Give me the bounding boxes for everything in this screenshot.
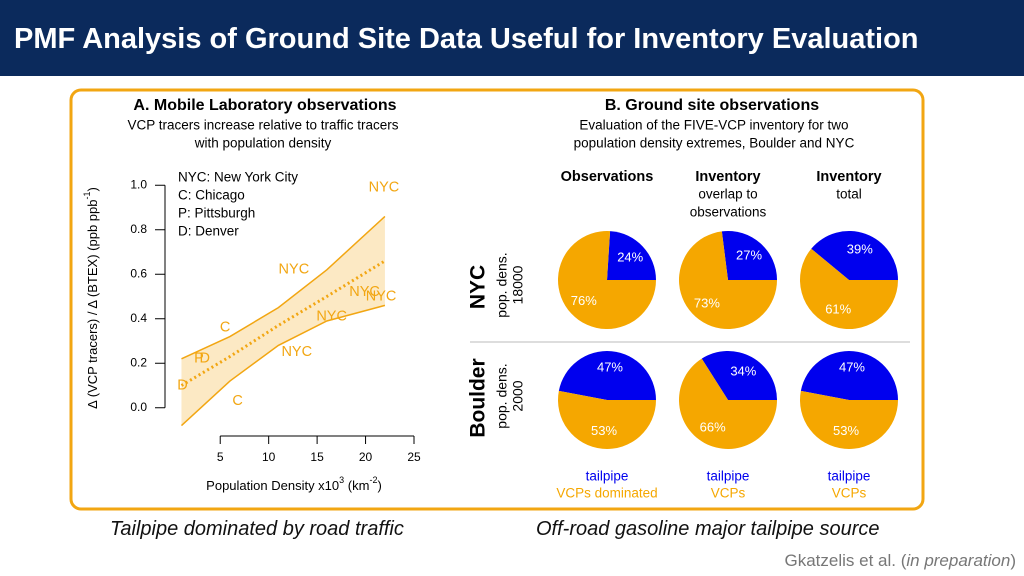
column-header: total xyxy=(836,187,862,202)
y-label-text: Δ (VCP tracers) / Δ (BTEX) (ppb ppb xyxy=(85,200,100,409)
pie-value-label: 27% xyxy=(736,248,762,263)
pie-slice xyxy=(558,351,656,400)
y-tick-label: 0.8 xyxy=(130,222,147,236)
pie-value-label: 66% xyxy=(700,419,726,434)
citation: Gkatzelis et al. (in preparation) xyxy=(784,551,1016,571)
x-label-text: (km xyxy=(344,478,369,493)
x-tick-label: 10 xyxy=(262,450,276,464)
y-label-text: ) xyxy=(85,187,100,191)
column-header: Inventory xyxy=(695,169,760,185)
y-tick-label: 0.2 xyxy=(130,355,147,369)
x-tick-label: 25 xyxy=(407,450,421,464)
panel-frame xyxy=(69,88,925,511)
point: P xyxy=(194,351,204,367)
point: D xyxy=(199,351,209,367)
panel-b-subtitle: population density extremes, Boulder and… xyxy=(574,136,855,151)
pie-slice xyxy=(811,230,898,280)
pie-value-label: 76% xyxy=(571,293,597,308)
row-label: NYC xyxy=(467,265,490,309)
legend-label: tailpipe xyxy=(828,469,871,484)
panel-a-subtitle: VCP tracers increase relative to traffic… xyxy=(127,118,398,133)
x-axis-label: Population Density x103 (km-2) xyxy=(206,475,382,493)
y-label-sup: -1 xyxy=(82,192,92,200)
pie-value-label: 47% xyxy=(597,360,623,375)
pie-value-label: 73% xyxy=(694,295,720,310)
point: NYC xyxy=(281,344,312,360)
caption: Tailpipe dominated by road traffic xyxy=(110,518,404,540)
row-sublabel: pop. dens. xyxy=(494,363,510,428)
pie-value-label: 53% xyxy=(833,423,859,438)
row-sublabel: 2000 xyxy=(510,380,526,411)
panel-a-title: A. Mobile Laboratory observations xyxy=(133,97,396,114)
legend-label: VCPs dominated xyxy=(556,486,657,501)
citation-text: ) xyxy=(1010,551,1016,570)
pie-value-label: 61% xyxy=(825,301,851,316)
point: C xyxy=(220,319,230,335)
y-tick-label: 0.4 xyxy=(130,311,147,325)
point: NYC xyxy=(349,284,380,300)
key-entry: D: Denver xyxy=(178,224,239,239)
band-lower xyxy=(180,304,386,427)
pie-slice xyxy=(799,248,898,329)
caption: Off-road gasoline major tailpipe source xyxy=(536,518,880,540)
pie-value-label: 53% xyxy=(591,423,617,438)
point: NYC xyxy=(366,288,397,304)
pie-slice xyxy=(679,231,777,329)
legend-label: tailpipe xyxy=(707,469,750,484)
column-header: Inventory xyxy=(816,169,881,185)
citation-text: Gkatzelis et al. ( xyxy=(784,551,907,570)
y-axis-label: Δ (VCP tracers) / Δ (BTEX) (ppb ppb-1) xyxy=(82,187,100,409)
citation-italic: in preparation xyxy=(906,551,1011,570)
legend-label: VCPs xyxy=(711,486,746,501)
x-tick-label: 15 xyxy=(310,450,324,464)
x-label-sup: 3 xyxy=(339,475,344,485)
key-entry: C: Chicago xyxy=(178,188,245,203)
key-entry: NYC: New York City xyxy=(178,170,298,185)
pie-slice xyxy=(557,390,656,450)
x-label-text: Population Density x10 xyxy=(206,478,339,493)
column-header: observations xyxy=(690,205,767,220)
pie-slice xyxy=(800,390,898,449)
y-tick-label: 1.0 xyxy=(130,177,147,191)
point: NYC xyxy=(316,308,347,324)
pie-slice xyxy=(679,358,777,449)
panel-b-subtitle: Evaluation of the FIVE-VCP inventory for… xyxy=(579,118,848,133)
x-label-text: ) xyxy=(377,478,381,493)
pie-value-label: 24% xyxy=(617,250,643,265)
key-entry: P: Pittsburgh xyxy=(178,206,255,221)
pie-slice xyxy=(607,231,656,280)
point: C xyxy=(232,393,242,409)
column-header: overlap to xyxy=(698,187,757,202)
y-tick-label: 0.0 xyxy=(130,400,147,414)
x-tick-label: 20 xyxy=(359,450,373,464)
pie-slice xyxy=(557,231,656,329)
y-tick-label: 0.6 xyxy=(130,266,147,280)
row-label: Boulder xyxy=(467,358,490,437)
pie-slice xyxy=(800,350,898,400)
x-tick-label: 5 xyxy=(217,450,224,464)
row-sublabel: pop. dens. xyxy=(494,252,510,317)
point: D xyxy=(177,377,187,393)
panel-b-title: B. Ground site observations xyxy=(605,97,819,114)
legend-label: tailpipe xyxy=(586,469,629,484)
pie-value-label: 39% xyxy=(847,241,873,256)
row-sublabel: 18000 xyxy=(510,265,526,304)
slide-title: PMF Analysis of Ground Site Data Useful … xyxy=(0,0,1024,76)
pie-slice xyxy=(721,231,777,280)
pie-value-label: 34% xyxy=(730,364,756,379)
point: NYC xyxy=(369,179,400,195)
band-upper xyxy=(181,215,386,360)
column-header: Observations xyxy=(561,169,654,185)
panel-a-subtitle: with population density xyxy=(194,136,332,151)
pie-slice xyxy=(701,350,777,400)
legend-label: VCPs xyxy=(832,486,867,501)
point: NYC xyxy=(279,262,310,278)
pie-value-label: 47% xyxy=(839,360,865,375)
x-label-sup: -2 xyxy=(369,475,377,485)
